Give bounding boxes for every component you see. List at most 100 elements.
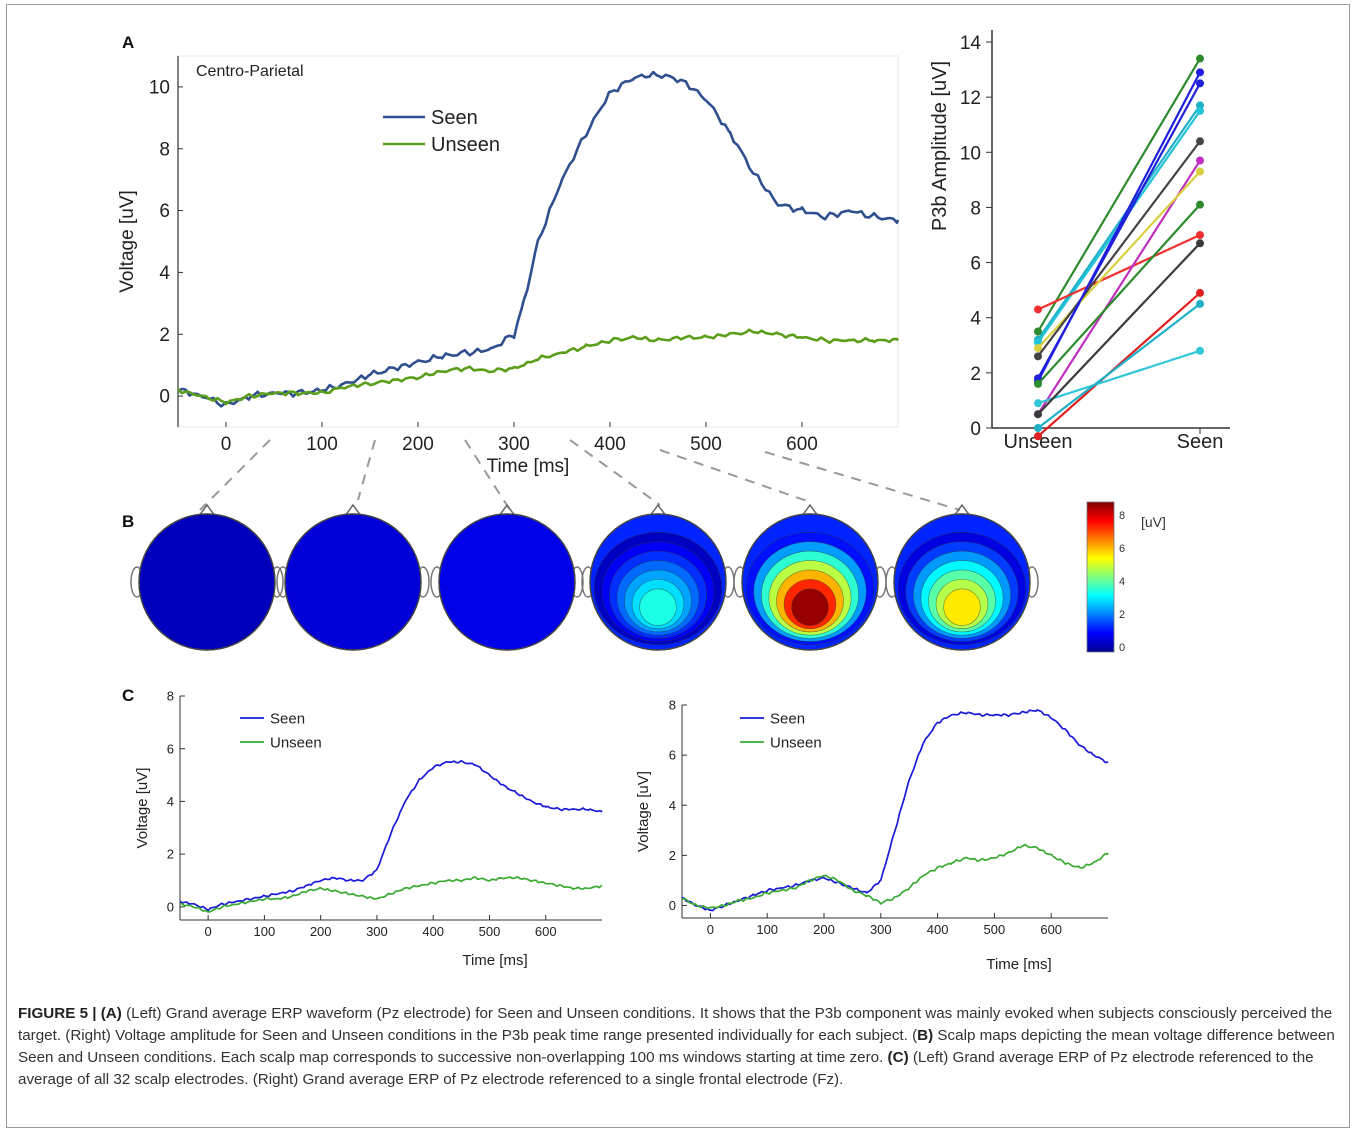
subject-point-seen [1196, 79, 1204, 88]
x-tick-label: Unseen [1004, 431, 1073, 453]
time-window-connector [464, 439, 511, 511]
x-tick-label: 0 [707, 922, 714, 937]
nose-icon [953, 503, 971, 517]
x-axis-label: Time [ms] [462, 952, 527, 969]
x-tick-label: 300 [498, 434, 530, 455]
subject-line [1037, 159, 1201, 415]
y-tick-label: 6 [167, 741, 174, 756]
subject-line [1037, 303, 1201, 429]
legend-label-unseen: Unseen [270, 734, 322, 751]
chart-c-right: 0 2 4 6 8 0 100 200 300 400 500 600 Time [ms] Voltage… [635, 698, 1109, 973]
panel-b-label: B [122, 512, 134, 531]
y-tick-label: 2 [970, 364, 981, 385]
series-line-unseen [681, 843, 1109, 910]
chart-c-left: 0 2 4 6 8 0 100 200 300 400 500 600 Time [ms] Voltage… [134, 689, 603, 969]
subject-line [1037, 140, 1201, 357]
figure-caption: FIGURE 5 | (A) (Left) Grand average ERP … [18, 1003, 1338, 1091]
x-tick-label: 100 [756, 922, 778, 937]
subject-point-seen [1196, 288, 1204, 297]
caption-label-b: B) [917, 1027, 934, 1044]
colorbar-tick-label: 2 [1119, 609, 1125, 621]
y-axis-label: P3b Amplitude [uV] [929, 61, 951, 231]
x-tick-label: 300 [870, 922, 892, 937]
colorbar-tick-label: 6 [1119, 543, 1125, 555]
x-axis-label: Time [ms] [487, 456, 570, 477]
time-window-connector [764, 451, 961, 511]
time-window-connector [659, 449, 811, 503]
x-tick-label: 400 [422, 924, 444, 939]
subject-line [1037, 57, 1201, 333]
x-tick-label: 500 [690, 434, 722, 455]
y-tick-label: 8 [970, 198, 981, 219]
x-tick-label: 500 [479, 924, 501, 939]
x-tick-label: 100 [306, 434, 338, 455]
subject-line [1037, 349, 1201, 405]
figure-frame [6, 4, 1350, 1128]
caption-figure-number: FIGURE 5 | [18, 1005, 97, 1022]
y-tick-label: 8 [167, 689, 174, 704]
subject-line [1037, 203, 1201, 385]
subject-point-unseen [1034, 352, 1042, 361]
subject-point-seen [1196, 299, 1204, 308]
time-window-connectors [199, 439, 961, 511]
y-axis-label: Voltage [uV] [635, 771, 652, 852]
subject-point-seen [1196, 239, 1204, 248]
scalp-map [276, 503, 430, 651]
subject-point-unseen [1034, 432, 1042, 441]
panel-a-label: A [122, 33, 134, 52]
x-tick-label: 200 [813, 922, 835, 937]
legend-label-unseen: Unseen [431, 134, 500, 156]
caption-label-a: (A) [100, 1005, 122, 1022]
series-line-seen [177, 70, 900, 408]
y-tick-label: 14 [960, 33, 982, 54]
x-axis-label: Time [ms] [986, 956, 1051, 973]
x-tick-label: 400 [927, 922, 949, 937]
y-tick-label: 4 [970, 309, 981, 330]
x-tick-label: Seen [1177, 431, 1224, 453]
x-tick-label: 200 [402, 434, 434, 455]
y-tick-label: 0 [970, 419, 981, 440]
y-tick-label: 2 [159, 325, 170, 346]
y-tick-label: 4 [669, 798, 676, 813]
colorbar [1086, 501, 1115, 653]
x-tick-label: 200 [310, 924, 332, 939]
y-tick-label: 4 [159, 263, 170, 284]
y-tick-label: 8 [669, 698, 676, 713]
x-tick-label: 0 [221, 434, 232, 455]
subject-point-unseen [1034, 424, 1042, 432]
y-axis-label: Voltage [uV] [134, 768, 151, 849]
y-tick-label: 12 [960, 88, 981, 109]
x-tick-label: 300 [366, 924, 388, 939]
x-tick-label: 600 [535, 924, 557, 939]
y-tick-label: 6 [159, 201, 170, 222]
legend-label-seen: Seen [270, 710, 305, 727]
scalp-map [733, 503, 887, 651]
nose-icon [344, 503, 362, 517]
subject-point-seen [1196, 101, 1204, 110]
subject-point-seen [1196, 106, 1204, 115]
subject-line [1037, 242, 1201, 415]
subject-point-seen [1196, 156, 1204, 165]
colorbar-unit-label: [uV] [1141, 514, 1166, 530]
caption-text-c: (Left) Grand average ERP of Pz electrode… [18, 1049, 1314, 1088]
subject-line [1037, 234, 1201, 311]
caption-text-a: (Left) Grand average ERP waveform (Pz el… [18, 1005, 1333, 1044]
subject-point-seen [1196, 167, 1204, 176]
subject-point-seen [1196, 346, 1204, 355]
y-tick-label: 0 [167, 899, 174, 914]
subject-point-unseen [1034, 379, 1042, 388]
time-window-connector [569, 439, 661, 506]
nose-icon [498, 503, 516, 517]
subject-line [1037, 71, 1201, 382]
subject-point-unseen [1034, 327, 1042, 336]
series-line-unseen [177, 328, 900, 406]
scalp-outline [893, 513, 1031, 651]
series-line-seen [179, 759, 603, 912]
legend-label-seen: Seen [770, 710, 805, 727]
y-tick-label: 2 [669, 848, 676, 863]
series-line-unseen [179, 876, 603, 913]
x-tick-label: 600 [786, 434, 818, 455]
caption-text-b: Scalp maps depicting the mean voltage di… [18, 1027, 1335, 1066]
